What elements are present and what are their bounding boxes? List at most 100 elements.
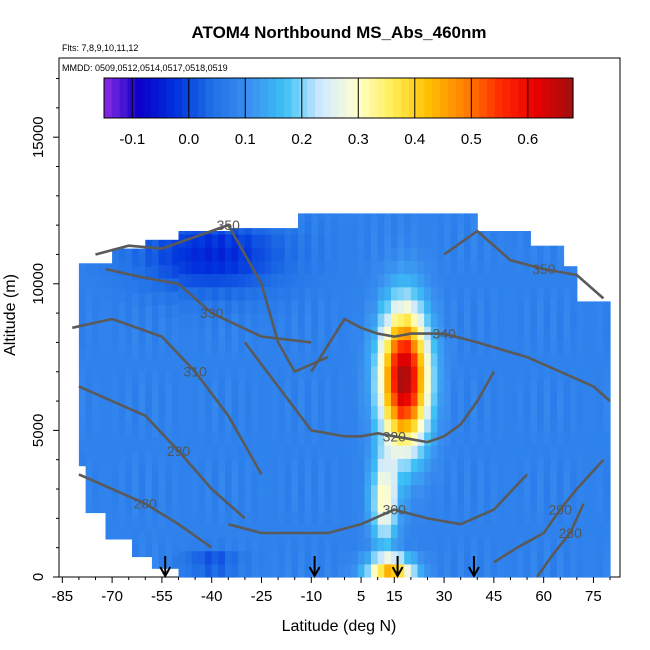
heatmap-cell — [125, 301, 133, 316]
heatmap-cell — [311, 458, 319, 472]
heatmap-cell — [92, 420, 100, 434]
heatmap-cell — [125, 446, 133, 461]
heatmap-cell — [85, 354, 93, 368]
heatmap-cell — [92, 472, 100, 487]
heatmap-cell — [377, 352, 385, 367]
heatmap-cell — [251, 273, 259, 288]
heatmap-cell — [344, 299, 352, 314]
heatmap-cell — [556, 313, 565, 327]
heatmap-cell — [364, 220, 372, 235]
heatmap-cell — [251, 563, 259, 578]
heatmap-cell — [357, 563, 365, 578]
heatmap-cell — [517, 233, 525, 248]
heatmap-cell — [132, 292, 140, 307]
heatmap-cell — [85, 433, 93, 448]
heatmap-cell — [391, 379, 399, 393]
heatmap-cell — [298, 247, 306, 261]
heatmap-cell — [151, 555, 160, 569]
heatmap-cell — [510, 511, 518, 525]
heatmap-cell — [384, 233, 392, 248]
heatmap-cell — [450, 286, 458, 301]
heatmap-cell — [92, 459, 100, 474]
heatmap-cell — [530, 550, 538, 565]
heatmap-cell — [211, 445, 219, 459]
heatmap-cell — [284, 326, 292, 341]
heatmap-cell — [225, 484, 233, 499]
heatmap-cell — [85, 406, 93, 421]
colorbar-cell — [565, 78, 574, 118]
heatmap-cell — [258, 445, 266, 459]
heatmap-cell — [417, 379, 425, 393]
heatmap-cell — [238, 233, 246, 248]
heatmap-cell — [410, 273, 419, 288]
heatmap-cell — [450, 299, 458, 314]
heatmap-cell — [490, 418, 498, 433]
heatmap-cell — [530, 524, 538, 538]
heatmap-cell — [278, 511, 286, 525]
heatmap-cell — [437, 352, 445, 367]
heatmap-cell — [437, 418, 445, 433]
heatmap-cell — [284, 233, 292, 248]
heatmap-cell — [125, 248, 133, 263]
heatmap-cell — [298, 365, 306, 380]
heatmap-cell — [570, 431, 578, 446]
heatmap-cell — [497, 392, 505, 407]
heatmap-cell — [457, 273, 465, 288]
heatmap-cell — [165, 251, 173, 266]
heatmap-cell — [191, 418, 199, 433]
heatmap-cell — [304, 458, 312, 472]
heatmap-cell — [118, 433, 126, 448]
heatmap-cell — [537, 286, 545, 301]
heatmap-cell — [523, 392, 531, 407]
heatmap-cell — [284, 379, 292, 393]
heatmap-cell — [424, 233, 432, 248]
heatmap-cell — [576, 326, 584, 341]
heatmap-cell — [211, 352, 219, 367]
heatmap-cell — [205, 418, 213, 433]
heatmap-cell — [510, 524, 518, 538]
heatmap-cell — [517, 431, 525, 446]
heatmap-cell — [171, 475, 180, 490]
heatmap-cell — [165, 264, 173, 279]
heatmap-cell — [523, 497, 531, 512]
heatmap-cell — [331, 365, 339, 380]
heatmap-cell — [238, 445, 246, 459]
heatmap-cell — [603, 326, 611, 341]
heatmap-cell — [231, 339, 239, 354]
heatmap-cell — [244, 365, 253, 380]
heatmap-cell — [570, 563, 578, 578]
heatmap-cell — [298, 524, 306, 538]
heatmap-cell — [596, 326, 604, 341]
colorbar-cell — [385, 78, 394, 118]
heatmap-cell — [218, 418, 226, 433]
heatmap-cell — [278, 418, 286, 433]
heatmap-cell — [517, 445, 525, 459]
heatmap-cell — [178, 497, 186, 512]
dates-note: MMDD: 0509,0512,0514,0517,0518,0519 — [62, 63, 228, 73]
x-tick-label: 60 — [535, 588, 552, 605]
heatmap-cell — [225, 231, 233, 235]
heatmap-cell — [384, 247, 392, 261]
heatmap-cell — [377, 339, 385, 354]
heatmap-cell — [543, 260, 551, 275]
heatmap-cell — [523, 563, 531, 578]
heatmap-cell — [125, 341, 133, 355]
heatmap-cell — [371, 537, 379, 552]
heatmap-cell — [437, 537, 445, 552]
heatmap-cell — [430, 339, 438, 354]
heatmap-cell — [105, 301, 113, 316]
heatmap-cell — [271, 313, 279, 327]
heatmap-cell — [477, 299, 485, 314]
heatmap-cell — [490, 247, 498, 261]
heatmap-cell — [444, 471, 452, 486]
heatmap-cell — [563, 418, 571, 433]
heatmap-cell — [477, 405, 485, 420]
heatmap-cell — [291, 550, 299, 565]
colorbar-cell — [377, 78, 386, 118]
heatmap-cell — [503, 247, 511, 261]
heatmap-cell — [490, 286, 498, 301]
heatmap-cell — [311, 247, 319, 261]
heatmap-cell — [483, 365, 492, 380]
heatmap-cell — [337, 339, 345, 354]
heatmap-cell — [304, 247, 312, 261]
